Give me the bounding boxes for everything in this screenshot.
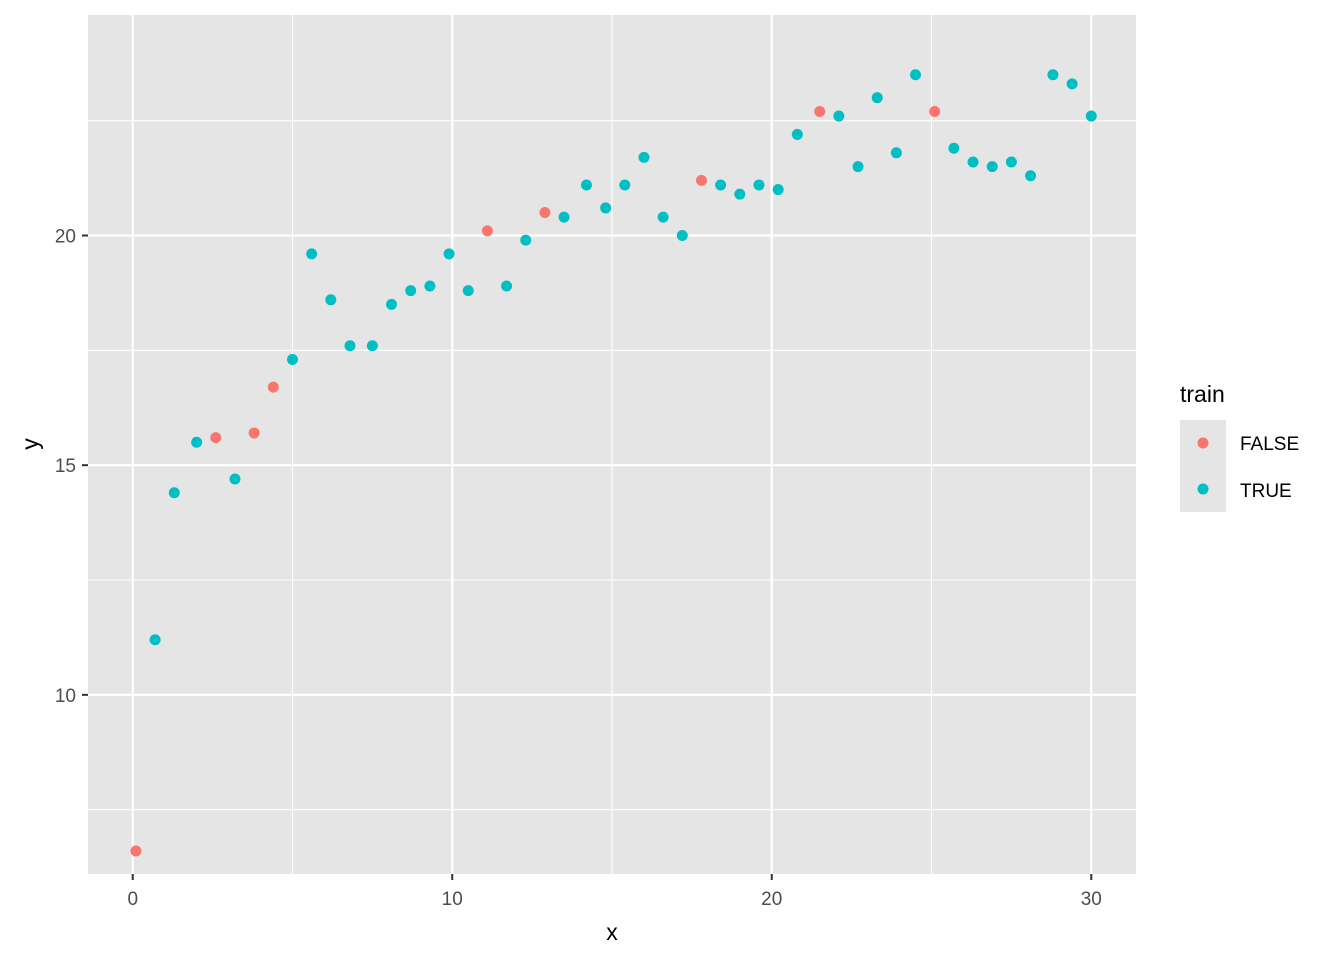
data-point-true: [462, 285, 474, 297]
legend-label-false: FALSE: [1240, 434, 1299, 455]
data-point-false: [695, 174, 707, 186]
data-point-true: [734, 188, 746, 200]
data-point-true: [1066, 78, 1078, 90]
y-tick-label: 10: [55, 686, 76, 707]
data-point-false: [539, 207, 551, 219]
x-tick-label: 10: [442, 889, 463, 910]
data-point-true: [286, 354, 298, 366]
data-point-true: [715, 179, 727, 191]
legend-key-false: [1197, 437, 1209, 449]
data-point-true: [619, 179, 631, 191]
data-point-true: [558, 211, 570, 223]
data-point-true: [366, 340, 378, 352]
data-point-true: [168, 487, 180, 499]
data-points: [130, 69, 1097, 857]
data-point-true: [501, 280, 513, 292]
data-point-true: [405, 285, 417, 297]
minor-gridlines: [88, 15, 1136, 874]
x-tick-label: 30: [1081, 889, 1102, 910]
data-point-true: [1005, 156, 1017, 168]
data-point-true: [986, 161, 998, 173]
data-point-true: [191, 436, 203, 448]
data-point-true: [424, 280, 436, 292]
x-tick-label: 20: [761, 889, 782, 910]
data-point-true: [229, 473, 241, 485]
data-point-true: [1085, 110, 1097, 122]
data-point-false: [267, 381, 279, 393]
data-point-true: [306, 248, 318, 260]
data-point-true: [1047, 69, 1059, 81]
x-axis-title: x: [606, 919, 618, 945]
major-gridlines: [88, 15, 1136, 874]
data-point-false: [210, 432, 222, 444]
data-point-false: [130, 845, 142, 857]
data-point-true: [772, 184, 784, 196]
data-point-false: [929, 105, 941, 117]
data-point-false: [814, 105, 826, 117]
x-axis: 0 10 20 30: [127, 874, 1102, 910]
legend-key-true: [1197, 483, 1209, 495]
data-point-true: [386, 298, 398, 310]
data-point-true: [948, 142, 960, 154]
data-point-true: [149, 634, 161, 646]
data-point-true: [890, 147, 902, 159]
data-point-true: [638, 151, 650, 163]
data-point-true: [520, 234, 532, 246]
data-point-false: [248, 427, 260, 439]
data-point-false: [481, 225, 493, 237]
y-tick-label: 20: [55, 226, 76, 247]
y-tick-label: 15: [55, 456, 76, 477]
data-point-true: [753, 179, 765, 191]
data-point-true: [325, 294, 337, 306]
data-point-true: [657, 211, 669, 223]
data-point-true: [910, 69, 922, 81]
legend-title: train: [1180, 381, 1225, 407]
data-point-true: [967, 156, 979, 168]
data-point-true: [600, 202, 612, 214]
legend-label-true: TRUE: [1240, 481, 1292, 502]
data-point-true: [871, 92, 883, 104]
data-point-true: [580, 179, 592, 191]
data-point-true: [791, 128, 803, 140]
data-point-true: [852, 161, 864, 173]
x-tick-label: 0: [127, 889, 138, 910]
y-axis-title: y: [17, 438, 43, 450]
data-point-true: [344, 340, 356, 352]
y-axis: 10 15 20: [55, 226, 88, 707]
data-point-true: [833, 110, 845, 122]
legend: train FALSE TRUE: [1180, 381, 1299, 512]
data-point-true: [443, 248, 455, 260]
data-point-true: [676, 229, 688, 241]
data-point-true: [1025, 170, 1037, 182]
